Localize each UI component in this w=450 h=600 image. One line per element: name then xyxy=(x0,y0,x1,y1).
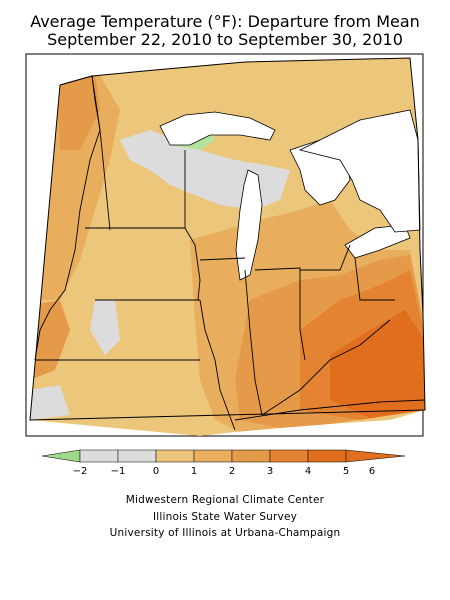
border-ky-north xyxy=(261,319,391,416)
legend-label-minus1: −1 xyxy=(111,466,126,477)
legend-label-2: 2 xyxy=(229,466,235,477)
border-mn-wi xyxy=(184,150,201,301)
border-ky-tn xyxy=(234,399,426,421)
legend-swatch-1 xyxy=(155,449,195,463)
field-south-0to1 xyxy=(30,385,70,420)
map-title-line2: September 22, 2010 to September 30, 2010 xyxy=(47,30,403,49)
legend-labels: −2 −1 0 1 2 3 4 5 6 xyxy=(73,466,376,477)
field-southeast-5to6 xyxy=(330,310,425,418)
field-northwest-3to4 xyxy=(55,70,100,150)
legend-swatch-5 xyxy=(307,449,347,463)
map-title-line1: Average Temperature (°F): Departure from… xyxy=(30,12,420,31)
legend-label-minus2: −2 xyxy=(73,466,88,477)
legend-swatch-4 xyxy=(269,449,309,463)
legend-swatch-0 xyxy=(117,449,157,463)
border-oh-north xyxy=(300,244,351,271)
legend-label-5: 5 xyxy=(343,466,349,477)
credit-line2: Illinois State Water Survey xyxy=(152,511,298,523)
legend-swatch-minus1 xyxy=(79,449,119,463)
border-wi-il xyxy=(199,257,246,261)
legend-swatch-minus2 xyxy=(41,449,81,463)
region-outline xyxy=(29,57,426,421)
legend-label-0: 0 xyxy=(153,466,159,477)
legend-label-1: 1 xyxy=(191,466,197,477)
legend-swatch-3 xyxy=(231,449,271,463)
ontario-area xyxy=(298,109,421,233)
border-il-west xyxy=(199,299,236,431)
field-iowa-0to1 xyxy=(90,300,120,355)
legend-label-3: 3 xyxy=(267,466,273,477)
legend-swatch-6 xyxy=(345,449,406,463)
border-il-in xyxy=(244,269,263,416)
legend-label-4: 4 xyxy=(305,466,311,477)
legend-swatch-2 xyxy=(193,449,233,463)
credit-line3: University of Illinois at Urbana-Champai… xyxy=(109,527,341,539)
state-boundaries xyxy=(34,75,426,431)
credit-line1: Midwestern Regional Climate Center xyxy=(125,494,325,506)
legend-colorbar xyxy=(41,449,406,463)
border-oh-pa xyxy=(354,257,395,301)
border-in-oh xyxy=(254,267,306,361)
lake-michigan xyxy=(235,169,263,281)
legend-label-6: 6 xyxy=(369,466,375,477)
border-mn-west xyxy=(91,75,111,231)
lake-superior xyxy=(159,111,276,146)
